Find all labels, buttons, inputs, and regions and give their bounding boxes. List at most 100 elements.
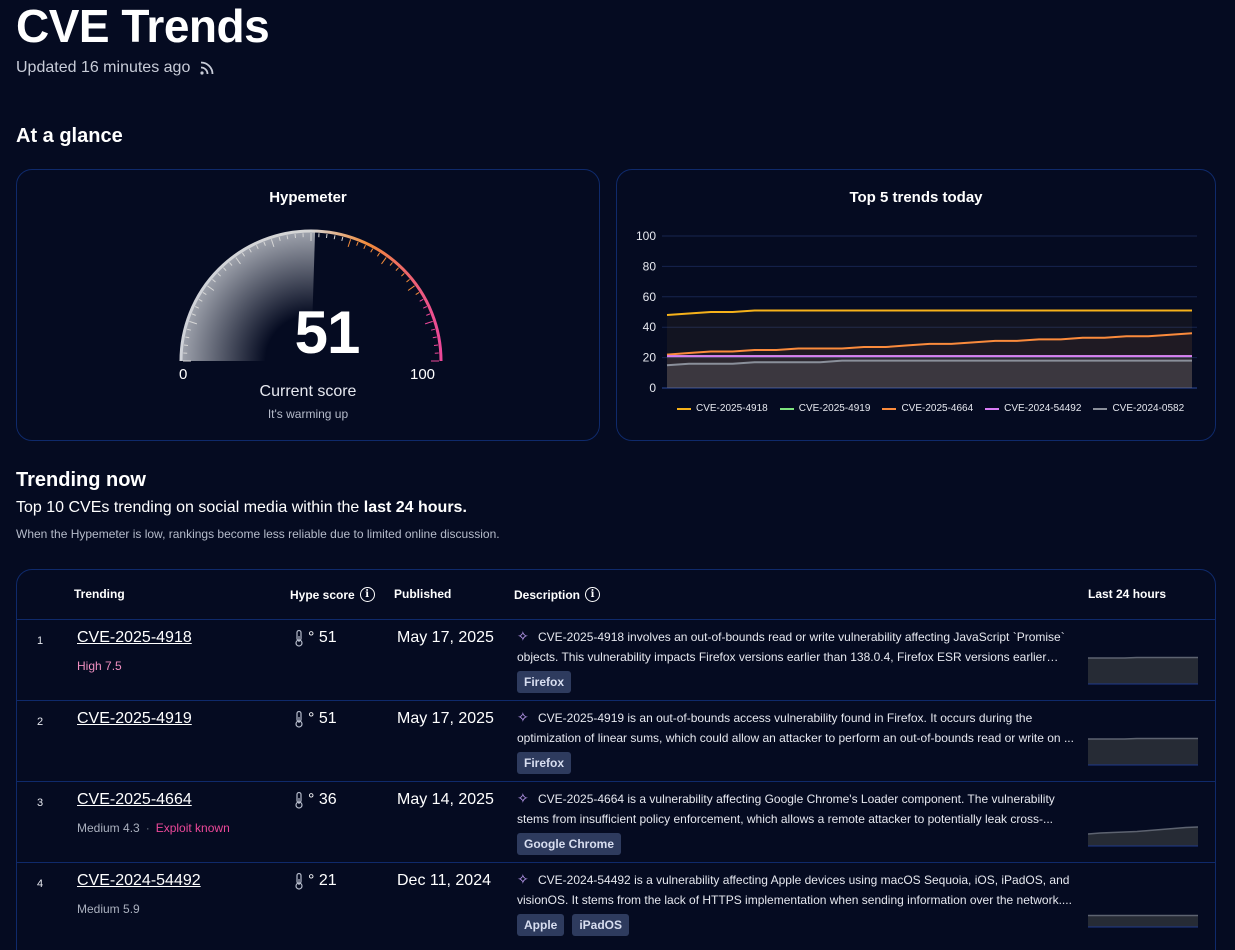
info-icon[interactable]: i xyxy=(359,587,375,602)
gauge-tick xyxy=(183,344,189,346)
gauge-tick xyxy=(395,267,399,271)
cve-link[interactable]: CVE-2024-54492 xyxy=(77,872,201,889)
series-line xyxy=(666,359,1192,367)
sparkline-area xyxy=(1088,657,1198,684)
gauge-tick xyxy=(198,298,203,302)
severity-info: Medium 5.9 xyxy=(77,902,140,916)
description: ✧ CVE-2025-4918 involves an out-of-bounds… xyxy=(517,626,1082,667)
top-trends-card: Top 5 trends today 0 20 40 60 80 100 CVE-2025… xyxy=(616,169,1216,441)
chart-legend: CVE-2025-4918 CVE-2025-4919 CVE-2025-4664 C… xyxy=(677,403,1184,414)
gauge-tick xyxy=(401,273,405,277)
series-area xyxy=(667,356,1192,388)
col-last-24-hours: Last 24 hours xyxy=(1088,587,1166,601)
trending-table: Trending Hype score i Published Descripti… xyxy=(16,569,1216,950)
rss-icon[interactable] xyxy=(198,59,216,77)
published-date: May 14, 2025 xyxy=(397,791,494,808)
table-row[interactable]: 4 CVE-2024-54492 Medium 5.9 ° 21 Dec 11, 202… xyxy=(17,862,1215,943)
hype-score: ° 51 xyxy=(292,629,337,647)
gauge-max-label: 100 xyxy=(410,366,436,383)
product-tag[interactable]: Firefox xyxy=(517,752,572,774)
cve-link[interactable]: CVE-2025-4918 xyxy=(77,629,192,646)
description-text: ✧ CVE-2024-54492 is a vulnerability affec… xyxy=(517,871,1072,907)
gauge-tick xyxy=(326,233,328,239)
gauge-tick xyxy=(217,273,221,277)
gauge-arc xyxy=(179,229,443,362)
legend-item[interactable]: CVE-2024-0582 xyxy=(1093,403,1184,414)
series-line xyxy=(666,309,1192,316)
cve-link[interactable]: CVE-2025-4919 xyxy=(77,710,192,727)
hype-score: ° 51 xyxy=(292,710,337,728)
series-area xyxy=(667,310,1192,388)
table-row[interactable]: 2 CVE-2025-4919 ° 51 May 17, 2025 ✧ CVE-2025-… xyxy=(17,700,1215,781)
current-score-label: Current score xyxy=(259,383,357,400)
col-published[interactable]: Published xyxy=(394,587,451,601)
col-description[interactable]: Description i xyxy=(514,587,601,602)
gauge-tick xyxy=(202,291,207,296)
gauge-tick xyxy=(363,244,366,250)
severity-score: Medium 4.3 xyxy=(77,821,140,835)
gauge-tick xyxy=(241,252,246,257)
gauge-tick xyxy=(356,241,359,246)
trend-sparkline xyxy=(1088,656,1198,685)
product-tag[interactable]: Firefox xyxy=(517,671,572,693)
gauge-tick xyxy=(278,236,281,242)
gauge-tick xyxy=(347,239,352,248)
legend-swatch xyxy=(677,407,691,410)
y-tick-label: 20 xyxy=(643,351,657,365)
gauge-tick xyxy=(432,336,437,339)
gauge-min-label: 0 xyxy=(179,366,188,383)
legend-item[interactable]: CVE-2024-54492 xyxy=(985,403,1081,414)
tag-list: Google Chrome xyxy=(517,833,622,855)
description-text: ✧ CVE-2025-4918 involves an out-of-bounds… xyxy=(517,628,1065,664)
gauge-tick xyxy=(294,233,296,239)
gauge-tick xyxy=(212,279,216,283)
info-icon[interactable]: i xyxy=(585,587,601,602)
hypemeter-score: 51 xyxy=(294,299,361,366)
description: ✧ CVE-2024-54492 is a vulnerability affec… xyxy=(517,869,1082,910)
legend-item[interactable]: CVE-2025-4664 xyxy=(882,403,973,414)
gauge-tick xyxy=(419,298,424,302)
y-tick-label: 80 xyxy=(643,259,657,273)
gauge-tick xyxy=(376,252,381,257)
gauge-tick xyxy=(229,262,233,266)
gauge-tick xyxy=(248,248,252,253)
cve-link[interactable]: CVE-2025-4664 xyxy=(77,791,192,808)
thermometer-icon xyxy=(295,872,303,890)
exploit-badge: Exploit known xyxy=(155,821,230,835)
product-tag[interactable]: iPadOS xyxy=(572,914,630,936)
col-hype-label: Hype score xyxy=(290,587,355,602)
y-tick-label: 60 xyxy=(643,290,657,304)
sparkline-area xyxy=(1088,738,1198,765)
sparkline-line xyxy=(1088,826,1198,835)
hypemeter-title: Hypemeter xyxy=(269,189,347,206)
hype-value: ° 21 xyxy=(308,872,337,889)
gauge-tick xyxy=(186,328,192,331)
legend-item[interactable]: CVE-2025-4919 xyxy=(779,403,870,414)
intro-text: Top 10 CVEs trending on social media wit… xyxy=(16,499,364,516)
gauge-tick xyxy=(286,235,289,240)
product-tag[interactable]: Google Chrome xyxy=(517,833,622,855)
page-title: CVE Trends xyxy=(16,0,270,52)
intro-bold: last 24 hours. xyxy=(363,499,467,516)
score-status: It's warming up xyxy=(267,407,349,421)
legend-swatch xyxy=(1093,407,1108,410)
legend-item[interactable]: CVE-2025-4918 xyxy=(677,403,768,414)
trending-intro: Top 10 CVEs trending on social media wit… xyxy=(16,499,467,517)
col-hype-score[interactable]: Hype score i xyxy=(290,587,375,602)
thermometer-icon xyxy=(295,791,303,809)
gauge-tick xyxy=(185,336,190,339)
col-trending[interactable]: Trending xyxy=(74,587,125,601)
legend-label: CVE-2024-0582 xyxy=(1112,403,1185,414)
published-date: May 17, 2025 xyxy=(397,629,494,646)
product-tag[interactable]: Apple xyxy=(517,914,565,936)
top-trends-title: Top 5 trends today xyxy=(849,189,983,206)
col-description-label: Description xyxy=(514,587,581,602)
table-row[interactable]: 3 CVE-2025-4664 Medium 4.3 · Exploit known ° … xyxy=(17,781,1215,862)
col-last24-label: Last 24 hours xyxy=(1088,587,1167,601)
trend-sparkline xyxy=(1088,914,1198,928)
sparkline-area xyxy=(1088,827,1198,846)
ai-sparkle-icon: ✧ xyxy=(517,628,529,644)
legend-label: CVE-2024-54492 xyxy=(1004,403,1082,414)
table-row[interactable]: 1 CVE-2025-4918 High 7.5 ° 51 May 17, 2025 ✧ C… xyxy=(17,619,1215,700)
thermometer-icon xyxy=(295,629,303,647)
